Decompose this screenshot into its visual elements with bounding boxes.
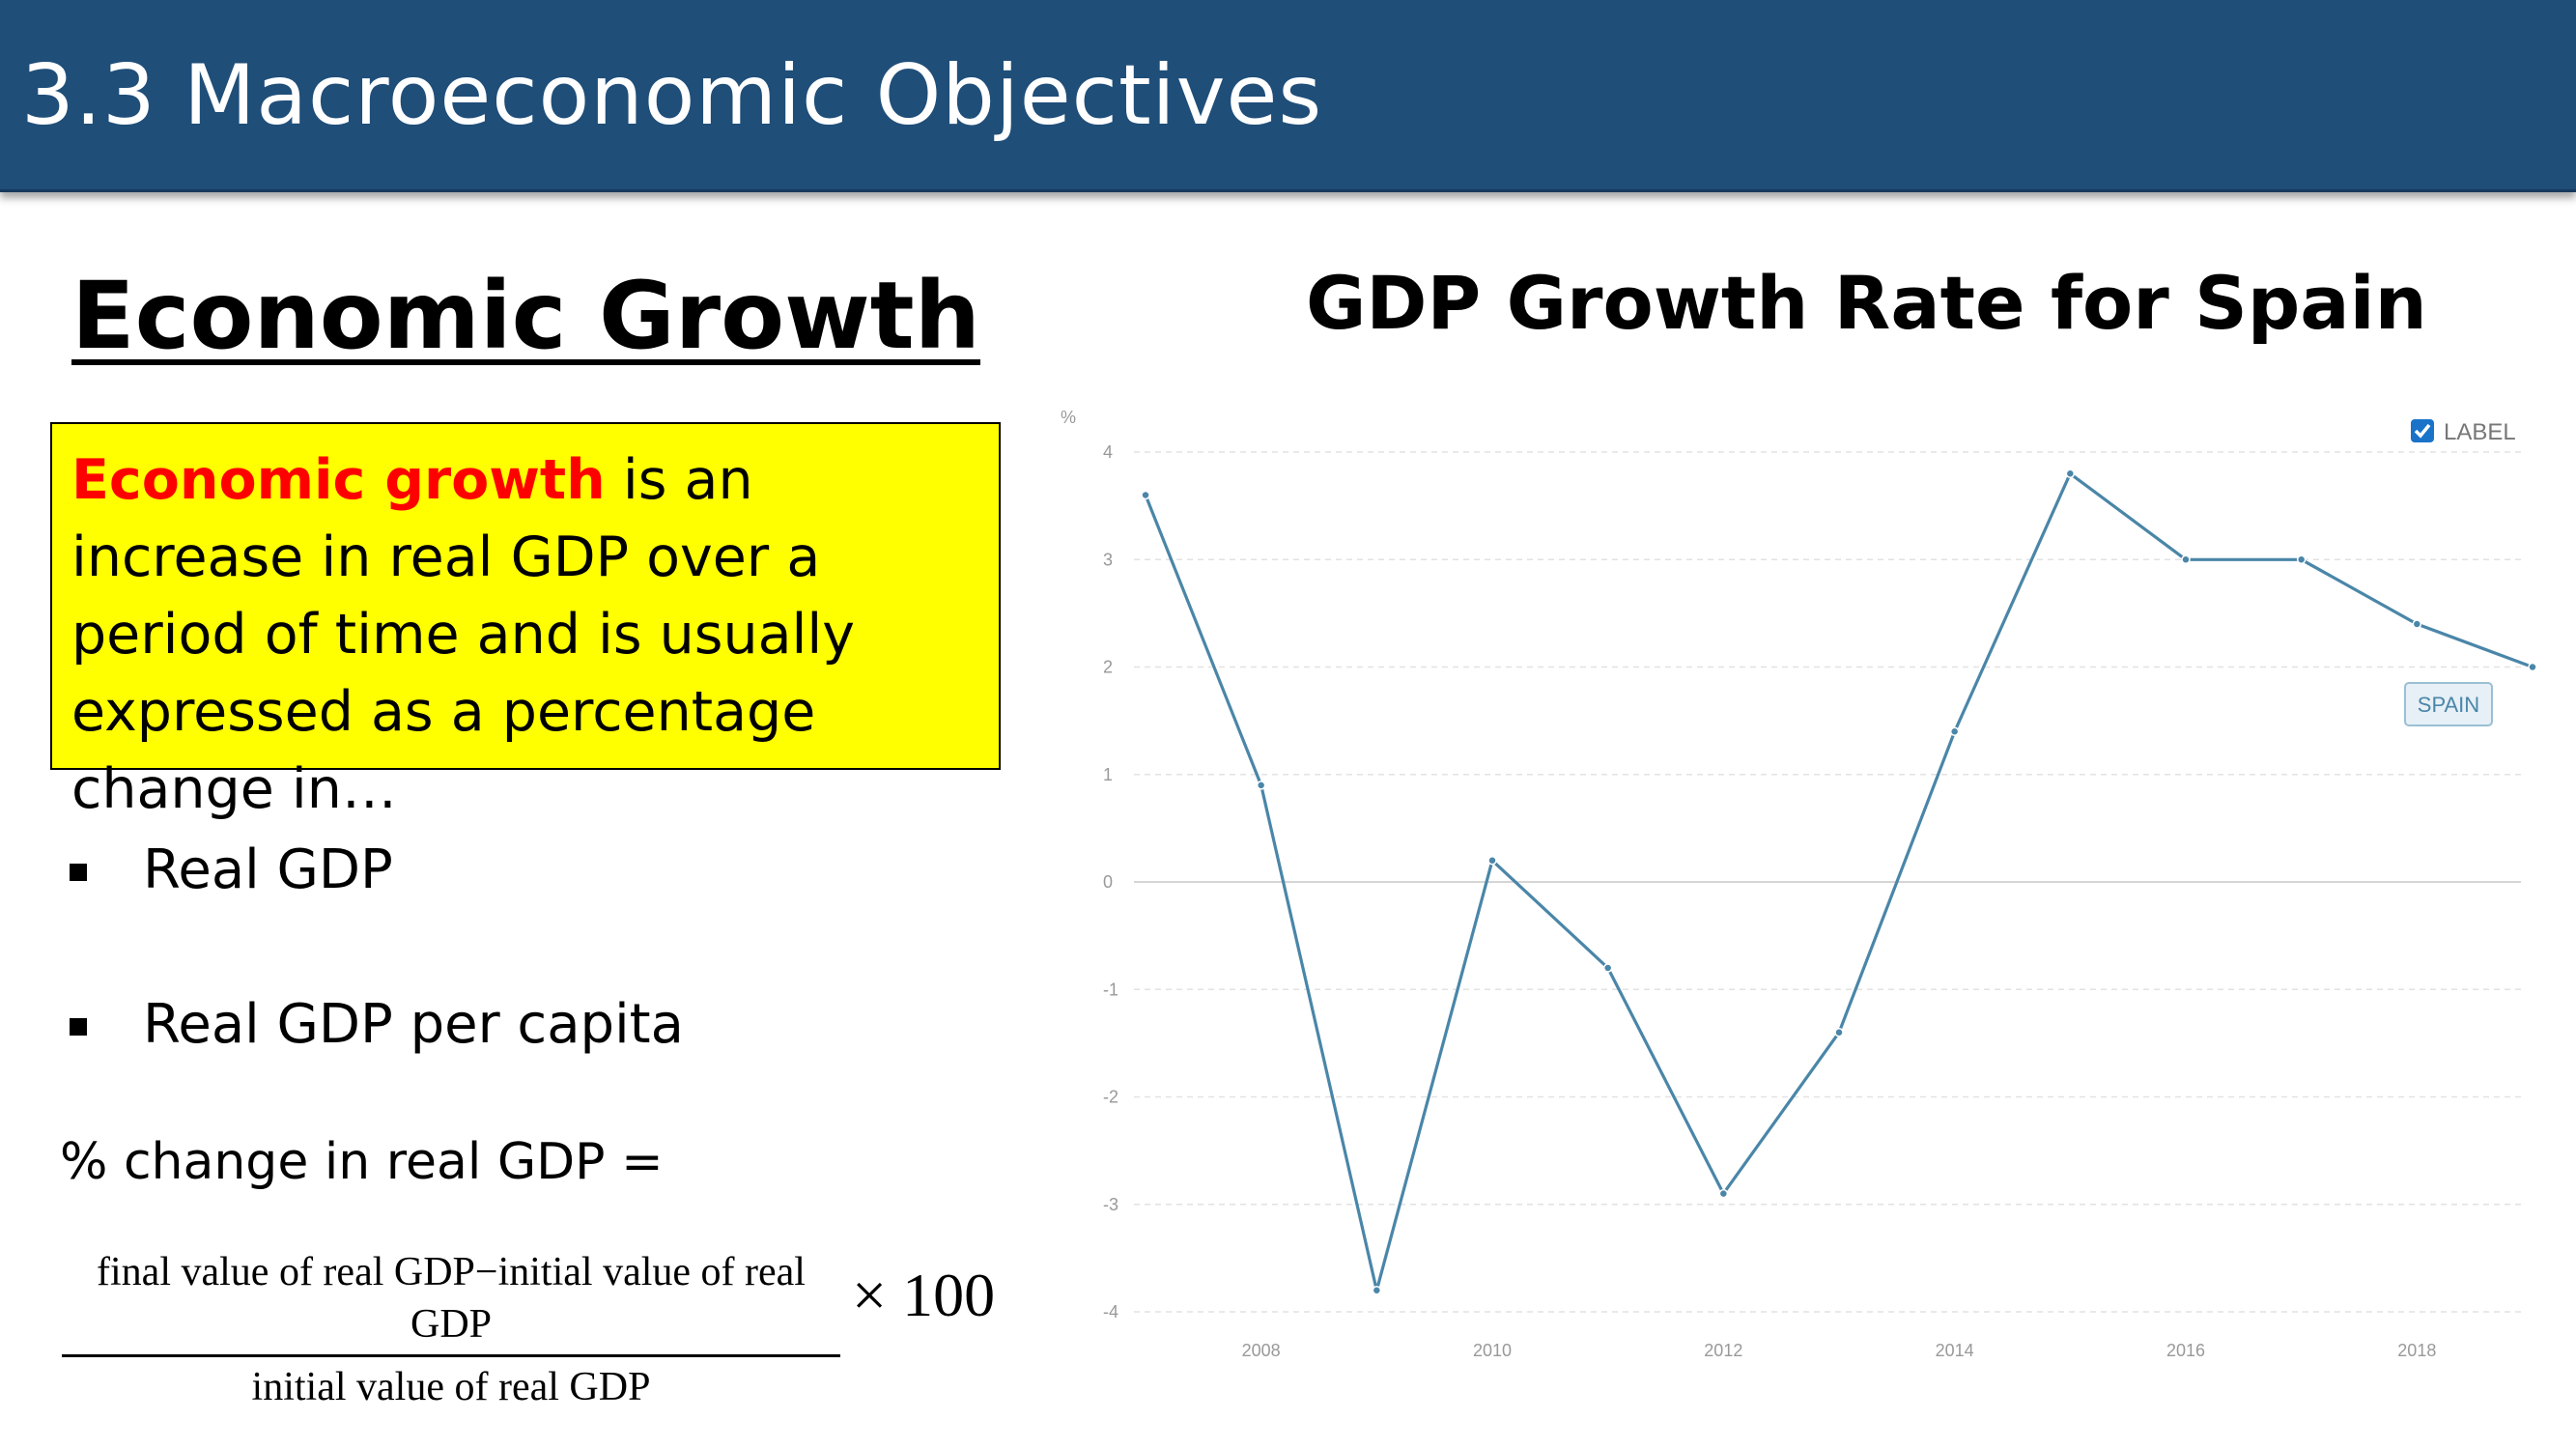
x-tick-label: 2014 <box>1936 1341 1974 1360</box>
y-tick-label: -4 <box>1103 1302 1118 1321</box>
series-tag: SPAIN <box>2404 682 2493 726</box>
formula-multiplier: × 100 <box>852 1261 996 1329</box>
bullet-label: Real GDP per capita <box>143 993 684 1056</box>
formula-denominator: initial value of real GDP <box>251 1365 651 1409</box>
fraction-bar <box>62 1354 840 1357</box>
y-tick-label: 1 <box>1103 765 1113 784</box>
y-tick-label: -2 <box>1103 1088 1118 1107</box>
data-point <box>2181 554 2191 564</box>
formula-label: % change in real GDP = <box>60 1133 664 1191</box>
bullet-item: Real GDP <box>70 837 393 904</box>
data-point <box>1256 781 1266 790</box>
series-tag-label: SPAIN <box>2418 693 2479 717</box>
data-point <box>2528 662 2537 672</box>
x-tick-label: 2012 <box>1704 1341 1742 1360</box>
slide-title: 3.3 Macroeconomic Objectives <box>21 47 1323 144</box>
series-points <box>1141 469 2537 1295</box>
data-point <box>1372 1286 1382 1295</box>
y-tick-label: 4 <box>1103 442 1113 462</box>
checkmark-icon <box>2414 423 2431 439</box>
data-point <box>1602 963 1613 973</box>
definition-term: Economic growth <box>71 448 606 512</box>
gdp-growth-chart: 4 3 2 1 0 -1 -2 -3 -4 2008 2010 2012 2014 2016 2018 %… <box>1061 408 2537 1360</box>
y-axis-unit-label: % <box>1061 408 1076 427</box>
y-tick-label: -3 <box>1103 1195 1118 1214</box>
data-point <box>1141 490 1150 500</box>
legend[interactable]: LABEL <box>2411 419 2516 445</box>
legend-label: LABEL <box>2444 419 2516 445</box>
definition-text: is an increase in real GDP over a period… <box>71 448 855 821</box>
definition-box: Economic growth is an increase in real G… <box>50 422 1001 821</box>
y-tick-label: 2 <box>1103 658 1113 677</box>
data-point <box>1949 726 1960 736</box>
chart-title: GDP Growth Rate for Spain <box>1306 260 2427 346</box>
x-tick-label: 2008 <box>1242 1341 1281 1360</box>
formula-fraction: final value of real GDP−initial value of… <box>62 1246 840 1413</box>
chart-grid <box>1134 451 2521 1313</box>
data-point <box>1487 856 1497 866</box>
y-axis-ticks: 4 3 2 1 0 -1 -2 -3 -4 <box>1103 442 1118 1321</box>
y-tick-label: 3 <box>1103 550 1113 569</box>
bullet-square-icon <box>70 1018 87 1036</box>
data-point <box>1834 1028 1844 1037</box>
formula-numerator: final value of real GDP−initial value of… <box>97 1250 806 1347</box>
x-tick-label: 2010 <box>1473 1341 1512 1360</box>
data-point <box>1718 1188 1729 1199</box>
title-bar: 3.3 Macroeconomic Objectives <box>0 0 2576 192</box>
x-tick-label: 2018 <box>2397 1341 2436 1360</box>
section-heading: Economic Growth <box>71 262 981 370</box>
x-tick-label: 2016 <box>2166 1341 2205 1360</box>
bullet-item: Real GDP per capita <box>70 991 684 1059</box>
bullet-label: Real GDP <box>143 838 393 901</box>
x-axis-ticks: 2008 2010 2012 2014 2016 2018 <box>1242 1341 2437 1360</box>
series-tag-box <box>2404 682 2493 726</box>
y-tick-label: 0 <box>1103 872 1113 892</box>
y-tick-label: -1 <box>1103 980 1118 999</box>
data-point <box>2065 469 2076 478</box>
data-point <box>2412 619 2422 629</box>
bullet-square-icon <box>70 864 87 881</box>
data-point <box>2296 554 2307 564</box>
